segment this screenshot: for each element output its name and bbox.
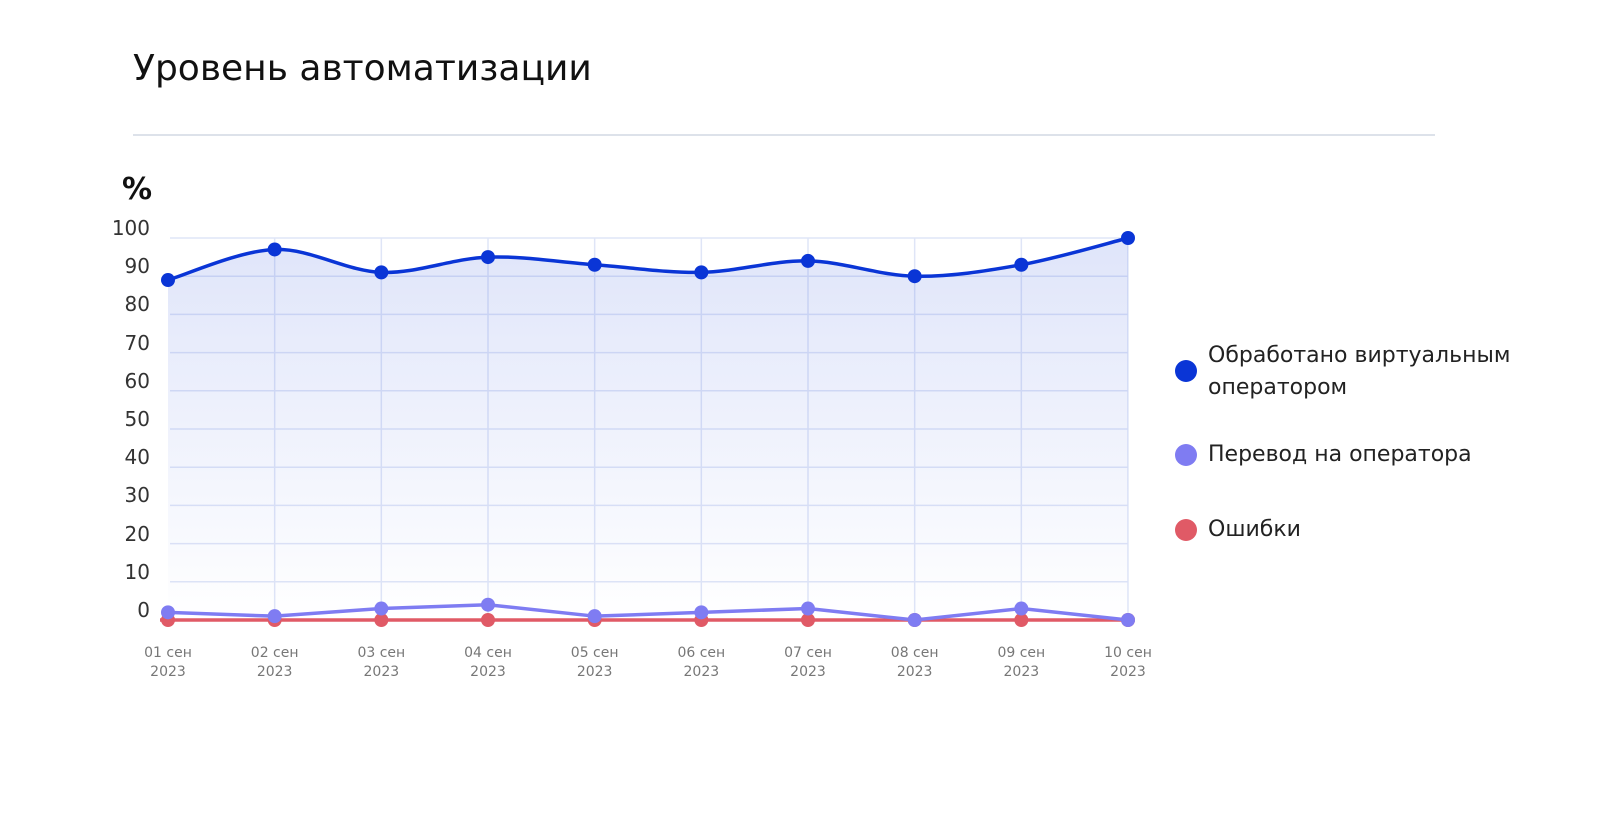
- y-axis-label: %: [122, 172, 153, 207]
- y-tick-label: 70: [124, 330, 150, 355]
- y-tick-label: 30: [124, 483, 150, 508]
- x-tick-label: 04 сен 2023: [464, 645, 512, 680]
- data-point: [801, 613, 815, 627]
- x-tick-label: 01 сен 2023: [144, 645, 192, 680]
- data-point: [1014, 257, 1029, 272]
- y-tick-label: 100: [111, 216, 150, 240]
- data-point: [267, 242, 282, 257]
- legend-marker: [1175, 444, 1197, 466]
- x-tick-label: 10 сен 2023: [1104, 645, 1152, 680]
- data-point: [1121, 613, 1135, 627]
- data-point: [907, 269, 922, 284]
- data-point: [694, 605, 709, 620]
- data-point: [587, 257, 602, 272]
- y-tick-label: 60: [124, 368, 150, 393]
- legend-item: Перевод на оператора: [1175, 439, 1518, 471]
- area: [168, 238, 1128, 620]
- data-point: [481, 613, 495, 627]
- x-tick-label: 09 сен 2023: [997, 645, 1046, 680]
- x-tick-label: 06 сен 2023: [677, 645, 726, 680]
- legend-marker: [1175, 519, 1197, 541]
- chart-title: Уровень автоматизации: [133, 48, 592, 89]
- series-line: [167, 236, 1129, 282]
- data-point: [374, 265, 389, 280]
- y-tick-label: 10: [124, 559, 150, 584]
- x-tick-label: 05 сен 2023: [570, 645, 619, 680]
- data-point: [267, 609, 282, 624]
- legend-label: Перевод на оператора: [1208, 442, 1472, 467]
- x-tick-label: 03 сен 2023: [357, 645, 406, 680]
- data-point: [374, 601, 389, 616]
- data-point: [801, 253, 815, 268]
- data-point: [161, 605, 175, 620]
- y-tick-label: 0: [137, 598, 150, 622]
- data-point: [1121, 231, 1135, 245]
- y-tick-label: 40: [124, 445, 150, 470]
- legend-marker: [1175, 360, 1197, 382]
- legend-item: Ошибки: [1175, 514, 1518, 546]
- data-point: [694, 265, 709, 280]
- data-point: [481, 250, 495, 265]
- data-point: [481, 597, 495, 612]
- legend-label: Ошибки: [1208, 517, 1301, 542]
- data-point: [801, 601, 815, 616]
- data-point: [1014, 601, 1029, 616]
- data-point: [161, 273, 175, 288]
- y-tick-label: 90: [124, 254, 150, 279]
- legend-item: Обработано виртуальным оператором: [1175, 340, 1518, 404]
- y-tick-label: 20: [124, 521, 150, 546]
- data-point: [1014, 613, 1029, 627]
- y-tick-label: 50: [124, 407, 150, 431]
- x-tick-label: 02 сен 2023: [250, 645, 299, 680]
- data-point: [907, 613, 922, 627]
- x-tick-label: 07 сен 2023: [784, 645, 832, 680]
- data-point: [374, 613, 389, 627]
- y-tick-label: 80: [124, 292, 150, 317]
- legend-label: Обработано виртуальным оператором: [1208, 343, 1511, 400]
- x-tick-label: 08 сен 2023: [890, 645, 939, 680]
- data-point: [587, 609, 602, 624]
